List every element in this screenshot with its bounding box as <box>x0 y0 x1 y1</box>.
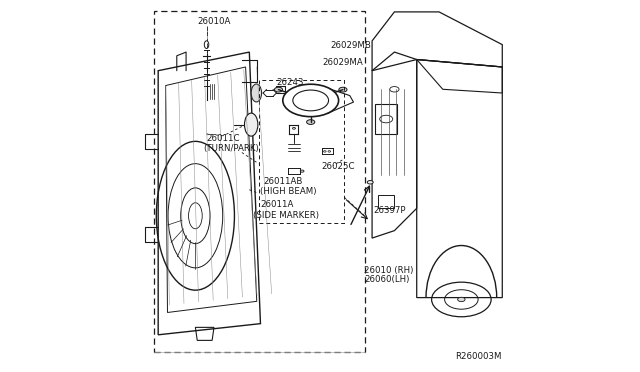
Ellipse shape <box>458 297 465 302</box>
Text: 26011A: 26011A <box>260 200 294 209</box>
Text: 26243: 26243 <box>276 78 303 87</box>
Bar <box>375 104 397 134</box>
Text: 26397P: 26397P <box>373 206 406 215</box>
Bar <box>378 195 394 208</box>
Text: 26025C: 26025C <box>321 162 355 171</box>
Text: 26029MA: 26029MA <box>322 58 363 67</box>
Ellipse shape <box>275 87 283 92</box>
Text: (TURN/PARK): (TURN/PARK) <box>204 144 259 153</box>
Text: 26029MB: 26029MB <box>330 41 371 50</box>
Text: 26011AB: 26011AB <box>264 177 303 186</box>
Text: 26010 (RH): 26010 (RH) <box>364 266 413 275</box>
Ellipse shape <box>307 120 315 125</box>
Ellipse shape <box>367 180 373 184</box>
Ellipse shape <box>300 170 304 172</box>
Text: 26060(LH): 26060(LH) <box>364 275 409 284</box>
Bar <box>259 80 344 223</box>
Text: (SIDE MARKER): (SIDE MARKER) <box>253 211 319 219</box>
Ellipse shape <box>244 113 258 136</box>
Ellipse shape <box>251 84 262 102</box>
Text: 26011C: 26011C <box>207 134 240 143</box>
Text: R260003M: R260003M <box>454 352 501 361</box>
Text: (HIGH BEAM): (HIGH BEAM) <box>260 187 316 196</box>
Bar <box>154 11 365 352</box>
Ellipse shape <box>339 87 347 92</box>
Text: 26010A: 26010A <box>197 17 230 26</box>
